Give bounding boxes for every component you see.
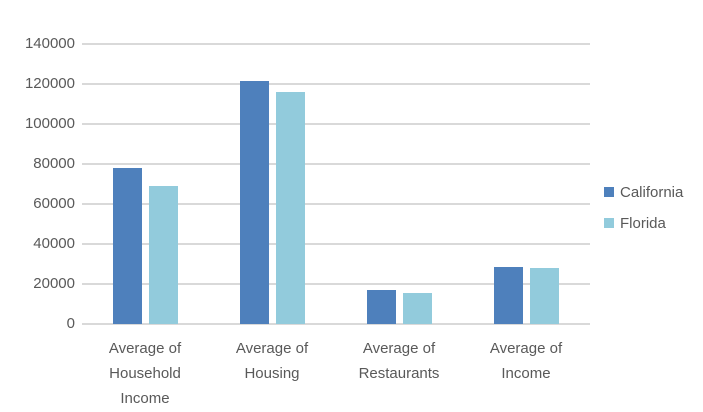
bar-california	[240, 81, 269, 324]
y-tick-label: 120000	[24, 75, 75, 92]
x-category-label-housing: Average of Housing	[235, 340, 309, 382]
legend-swatch-florida	[604, 218, 614, 228]
y-tick-label: 40000	[33, 235, 75, 252]
bar-california	[113, 168, 142, 324]
x-category-label-income: Average of Income	[489, 340, 563, 382]
legend-item-florida: Florida	[604, 213, 683, 233]
gridline	[82, 163, 590, 165]
legend-swatch-california	[604, 187, 614, 197]
x-category-label-household-income: Average of Household Income	[108, 340, 182, 407]
bar-california	[494, 267, 523, 324]
legend: California Florida	[604, 182, 683, 233]
legend-label-california: California	[620, 183, 684, 201]
plot-area	[82, 43, 590, 325]
bar-florida	[276, 92, 305, 324]
bar-group	[336, 44, 463, 324]
y-tick-label: 140000	[24, 35, 75, 52]
gridline	[82, 43, 590, 45]
y-tick-label: 20000	[33, 275, 75, 292]
bar-florida	[530, 268, 559, 324]
gridline	[82, 283, 590, 285]
legend-item-california: California	[604, 182, 683, 202]
gridline	[82, 123, 590, 125]
gridline	[82, 83, 590, 85]
bar-california	[367, 290, 396, 324]
y-tick-label: 100000	[24, 115, 75, 132]
bar-florida	[149, 186, 178, 324]
y-tick-label: 60000	[33, 195, 75, 212]
y-tick-label: 80000	[33, 155, 75, 172]
bar-group	[82, 44, 209, 324]
bar-group	[463, 44, 590, 324]
legend-label-florida: Florida	[620, 214, 666, 232]
gridline	[82, 323, 590, 325]
bar-florida	[403, 293, 432, 324]
y-tick-label: 0	[66, 315, 75, 332]
x-category-label-restaurants: Average of Restaurants	[358, 340, 440, 382]
gridline	[82, 203, 590, 205]
gridline	[82, 243, 590, 245]
bar-group	[209, 44, 336, 324]
y-axis: 0 20000 40000 60000 80000 100000 120000 140000	[0, 0, 75, 412]
